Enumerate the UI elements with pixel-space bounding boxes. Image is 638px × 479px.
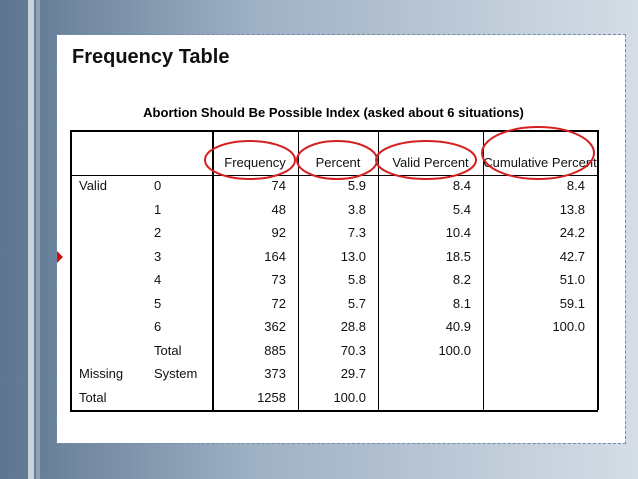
value-cell: 5.8 [347, 272, 366, 287]
row-label: 6 [154, 319, 162, 334]
column-rule [298, 130, 299, 410]
row-label: 2 [154, 225, 162, 240]
row-group-label: Missing [79, 366, 124, 381]
value-cell: 28.8 [340, 319, 366, 334]
table-border [70, 410, 598, 412]
row-label: System [154, 366, 198, 381]
value-cell: 100.0 [333, 389, 366, 405]
row-label: 0 [154, 178, 162, 193]
value-cell: 5.7 [347, 295, 366, 311]
row-label: 4 [154, 272, 162, 287]
value-cell: 8.1 [452, 295, 471, 311]
table-border [70, 130, 597, 132]
row-label: Total [154, 342, 182, 358]
column-header: Percent [315, 155, 361, 170]
highlight-ellipse [296, 140, 378, 180]
value-cell: 164 [264, 248, 286, 264]
heading: Frequency Table [72, 46, 230, 68]
value-cell: 13.8 [559, 201, 585, 217]
decor-strip [36, 0, 40, 479]
value-cell: 73 [271, 272, 286, 287]
value-cell: 48 [271, 201, 286, 217]
row-group-label: Total [79, 389, 107, 405]
table-border [597, 130, 599, 410]
value-cell: 29.7 [340, 366, 366, 381]
value-cell: 373 [264, 366, 286, 381]
value-cell: 74 [271, 178, 286, 193]
value-cell: 5.4 [452, 201, 471, 217]
value-cell: 42.7 [559, 248, 585, 264]
highlight-ellipse [375, 140, 477, 180]
value-cell: 13.0 [340, 248, 366, 264]
row-label: 3 [154, 248, 162, 264]
value-cell: 92 [271, 225, 286, 240]
table-border [70, 130, 72, 410]
column-header: Cumulative Percent [483, 155, 597, 170]
decor-strip [28, 0, 34, 479]
column-rule [378, 130, 379, 410]
value-cell: 1258 [257, 389, 286, 405]
value-cell: 100.0 [438, 342, 471, 358]
column-rule [483, 130, 484, 410]
value-cell: 40.9 [445, 319, 471, 334]
value-cell: 24.2 [559, 225, 585, 240]
value-cell: 8.2 [452, 272, 471, 287]
row-group-label: Valid [79, 178, 107, 193]
value-cell: 70.3 [340, 342, 366, 358]
header-rule [70, 175, 597, 176]
column-header: Frequency [224, 155, 286, 170]
value-cell: 5.9 [347, 178, 366, 193]
value-cell: 10.4 [445, 225, 471, 240]
column-header: Valid Percent [392, 155, 469, 170]
value-cell: 72 [271, 295, 286, 311]
highlight-ellipse [204, 140, 296, 180]
value-cell: 51.0 [559, 272, 585, 287]
value-cell: 100.0 [552, 319, 585, 334]
value-cell: 8.4 [452, 178, 471, 193]
value-cell: 362 [264, 319, 286, 334]
value-cell: 8.4 [566, 178, 585, 193]
value-cell: 885 [264, 342, 286, 358]
column-rule [212, 130, 214, 410]
value-cell: 3.8 [347, 201, 366, 217]
value-cell: 18.5 [445, 248, 471, 264]
content-panel [56, 34, 626, 444]
row-label: 1 [154, 201, 162, 217]
value-cell: 59.1 [559, 295, 585, 311]
table-title: Abortion Should Be Possible Index (asked… [143, 105, 524, 120]
marker [57, 251, 63, 263]
highlight-ellipse [481, 126, 595, 180]
row-label: 5 [154, 295, 162, 311]
value-cell: 7.3 [347, 225, 366, 240]
